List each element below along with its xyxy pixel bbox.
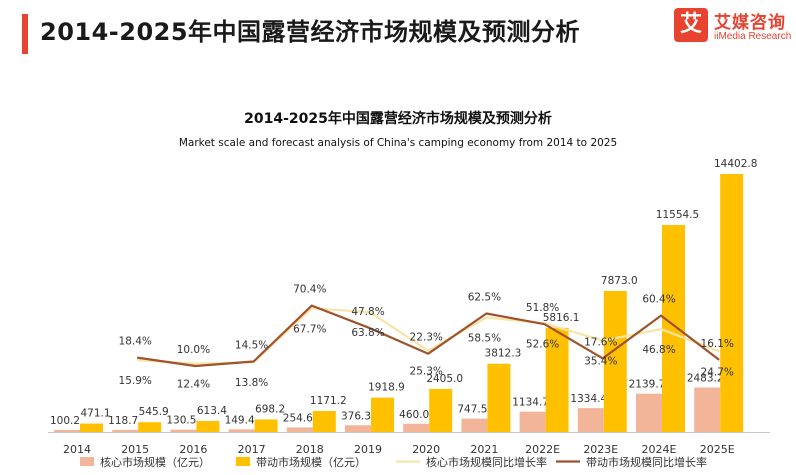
core-growth-label: 35.4%	[584, 356, 617, 368]
core-bar	[228, 429, 255, 432]
core-growth-label: 58.5%	[468, 333, 501, 345]
driven-growth-label: 10.0%	[177, 344, 210, 356]
driven-bar	[545, 327, 569, 432]
driven-growth-label: 22.3%	[410, 332, 443, 344]
core-bar	[286, 427, 313, 432]
driven-bar-label: 5816.1	[543, 312, 580, 324]
x-tick-label: 2025E	[700, 443, 735, 456]
driven-bar	[487, 363, 511, 432]
legend-label: 带动市场规模（亿元）	[256, 455, 366, 469]
x-tick-label: 2024E	[642, 443, 677, 456]
legend-label: 带动市场规模同比增长率	[586, 455, 707, 469]
driven-bar	[720, 174, 744, 432]
core-bar	[170, 429, 197, 432]
driven-bar	[429, 388, 453, 432]
core-bar-label: 376.3	[341, 410, 371, 422]
driven-bar-label: 11554.5	[656, 209, 699, 221]
core-bar-label: 2483.2	[687, 373, 724, 385]
driven-bar-label: 7873.0	[601, 275, 638, 287]
driven-growth-label: 14.5%	[235, 340, 268, 352]
driven-growth-label: 18.4%	[119, 336, 152, 348]
driven-bar	[80, 423, 103, 432]
driven-bar-label: 14402.8	[714, 158, 757, 170]
logo-en-text: iiMedia Research	[714, 31, 792, 42]
core-bar	[345, 425, 371, 432]
core-bar-label: 118.7	[108, 415, 138, 427]
logo-mark: 艾	[674, 8, 708, 42]
x-tick-label: 2023E	[583, 443, 618, 456]
page-title: 2014-2025年中国露营经济市场规模及预测分析	[40, 18, 581, 46]
driven-bar	[254, 419, 278, 432]
driven-bar-label: 545.9	[139, 406, 169, 418]
core-growth-label: 63.8%	[351, 327, 384, 339]
core-bar-label: 1334.4	[570, 393, 607, 405]
x-tick-label: 2014	[63, 443, 91, 456]
x-tick-label: 2020	[412, 443, 440, 456]
legend-label: 核心市场规模（亿元）	[100, 455, 210, 469]
chart-title: 2014-2025年中国露营经济市场规模及预测分析	[244, 110, 552, 127]
driven-bar	[196, 421, 220, 432]
title-accent-bar	[22, 14, 28, 54]
driven-bar-label: 613.4	[197, 405, 227, 417]
legend-swatch	[236, 457, 250, 466]
core-growth-label: 12.4%	[177, 379, 210, 391]
legend-label: 核心市场规模同比增长率	[426, 455, 547, 469]
x-tick-label: 2017	[238, 443, 266, 456]
core-bar	[636, 393, 662, 432]
core-bar	[403, 423, 430, 432]
driven-bar-label: 471.1	[80, 408, 110, 420]
driven-bar-label: 1918.9	[368, 382, 405, 394]
core-growth-label: 13.8%	[235, 377, 268, 389]
core-bar	[112, 429, 139, 432]
driven-growth-label: 17.6%	[584, 336, 617, 348]
x-tick-label: 2019	[354, 443, 382, 456]
core-bar	[694, 387, 721, 432]
iimedia-logo: 艾 艾媒咨询 iiMedia Research	[674, 6, 792, 52]
driven-growth-label: 51.8%	[526, 302, 559, 314]
driven-bar	[371, 397, 394, 432]
core-bar-label: 460.0	[399, 409, 429, 421]
driven-bar-label: 2405.0	[426, 373, 463, 385]
x-tick-label: 2016	[179, 443, 207, 456]
driven-growth-label: 47.8%	[351, 306, 384, 318]
driven-growth-line	[137, 304, 720, 368]
core-bar	[519, 411, 546, 432]
driven-bar-label: 698.2	[255, 403, 285, 415]
core-bar	[577, 408, 604, 432]
core-growth-label: 15.9%	[119, 375, 152, 387]
x-tick-label: 2022E	[525, 443, 560, 456]
driven-bar	[312, 411, 336, 432]
core-growth-label: 67.7%	[293, 323, 326, 335]
core-bar-label: 149.4	[225, 414, 255, 426]
x-tick-label: 2018	[296, 443, 324, 456]
driven-growth-label: 16.1%	[701, 338, 734, 350]
x-tick-label: 2021	[470, 443, 498, 456]
core-bar-label: 100.2	[50, 415, 80, 427]
core-bar-label: 747.5	[457, 404, 487, 416]
core-growth-label: 52.6%	[526, 338, 559, 350]
driven-bar-label: 3812.3	[485, 348, 522, 360]
core-bar-label: 1134.7	[512, 397, 549, 409]
core-growth-label: 25.3%	[410, 366, 443, 378]
driven-growth-label: 70.4%	[293, 284, 326, 296]
driven-growth-label: 60.4%	[642, 294, 675, 306]
core-bar-label: 130.5	[166, 415, 196, 427]
core-growth-label: 46.8%	[642, 344, 675, 356]
driven-bar	[138, 422, 162, 432]
legend-swatch	[80, 457, 94, 466]
core-bar	[461, 418, 488, 432]
core-bar	[54, 430, 80, 432]
chart-subtitle: Market scale and forecast analysis of Ch…	[179, 137, 617, 149]
driven-growth-label: 62.5%	[468, 292, 501, 304]
core-growth-label: 24.7%	[701, 366, 734, 378]
x-tick-label: 2015	[121, 443, 149, 456]
driven-bar	[662, 225, 685, 432]
core-bar-label: 254.6	[283, 412, 313, 424]
driven-bar-label: 1171.2	[310, 395, 347, 407]
driven-bar	[603, 290, 627, 432]
logo-cn-text: 艾媒咨询	[714, 13, 786, 33]
core-bar-label: 2139.7	[629, 379, 666, 391]
